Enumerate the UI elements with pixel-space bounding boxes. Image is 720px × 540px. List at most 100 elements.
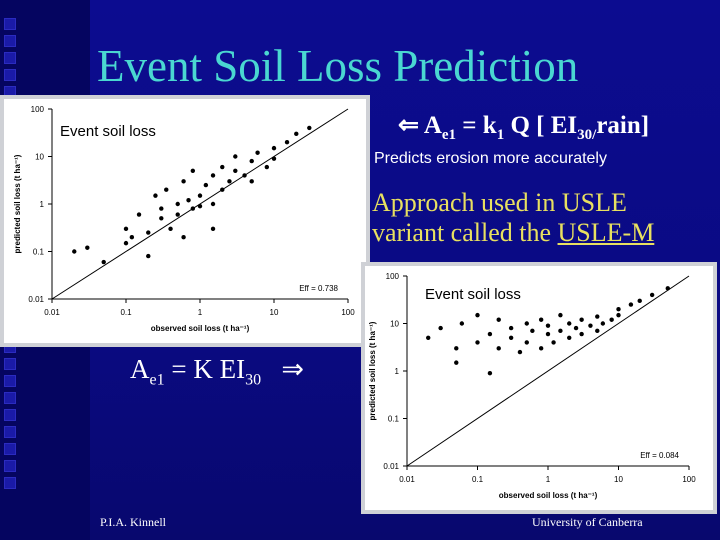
- efficiency-annotation: Eff = 0.084: [640, 451, 679, 460]
- data-point: [573, 325, 579, 331]
- x-tick-label: 0.01: [399, 475, 415, 484]
- data-point: [487, 370, 493, 376]
- x-tick-label: 0.01: [44, 308, 60, 317]
- data-point: [123, 226, 129, 232]
- x-tick-label: 100: [341, 308, 355, 317]
- y-tick-label: 1: [40, 200, 45, 209]
- data-point: [649, 292, 655, 298]
- data-point: [153, 193, 158, 198]
- y-tick-label: 0.01: [28, 295, 44, 304]
- data-point: [588, 323, 593, 328]
- y-tick-label: 0.01: [383, 462, 399, 471]
- x-tick-label: 0.1: [472, 475, 484, 484]
- data-point: [242, 173, 247, 178]
- data-point: [475, 312, 480, 318]
- data-point: [487, 331, 493, 337]
- data-point: [146, 253, 151, 259]
- data-point: [579, 317, 584, 322]
- data-point: [558, 328, 563, 334]
- data-point: [136, 212, 142, 217]
- data-point: [616, 307, 621, 312]
- data-point: [600, 321, 606, 326]
- data-point: [123, 240, 129, 246]
- decor-square: [4, 426, 16, 438]
- decor-square: [4, 69, 16, 81]
- data-point: [190, 168, 196, 173]
- chart-event-soil-loss-2: 0.01 0.1 1 10 100 0.01 0.1 1 10 100 observed soil …: [361, 262, 717, 514]
- data-point: [284, 140, 290, 145]
- data-point: [508, 335, 514, 340]
- y-tick-label: 10: [35, 153, 44, 162]
- data-point: [101, 259, 106, 265]
- approach-line-2: variant called the USLE-M: [372, 218, 655, 247]
- equation-ae1-usle: Ae1 = K EI30 ⇒: [130, 354, 304, 389]
- data-point: [524, 340, 529, 345]
- footer-institution: University of Canberra: [532, 515, 643, 529]
- data-point: [181, 179, 186, 184]
- decor-square: [4, 477, 16, 489]
- x-tick-label: 10: [614, 475, 623, 484]
- data-point: [159, 216, 164, 221]
- x-tick-label: 100: [682, 475, 696, 484]
- x-tick-label: 1: [198, 308, 203, 317]
- x-tick-label: 0.1: [120, 308, 132, 317]
- approach-text: Approach used in USLE variant called the…: [372, 188, 654, 248]
- scatter-plot-1: 0.01 0.1 1 10 100 0.01 0.1 1 10 100 observed soil …: [13, 105, 355, 333]
- data-point: [220, 187, 225, 192]
- data-point: [271, 145, 277, 151]
- data-point: [595, 328, 600, 334]
- data-point: [558, 312, 563, 318]
- decor-square: [4, 375, 16, 387]
- usle-m-link: USLE-M: [557, 218, 655, 247]
- slide-title: Event Soil Loss Prediction: [97, 41, 579, 91]
- y-tick-label: 100: [31, 105, 45, 114]
- equation-ae1-usle-m: ⇐ Ae1 = k1 Q [ EI30/rain]: [398, 112, 650, 143]
- data-point: [210, 173, 216, 178]
- data-point: [665, 286, 670, 291]
- data-point: [538, 317, 544, 322]
- predicts-text: Predicts erosion more accurately: [374, 150, 607, 167]
- data-point: [538, 346, 544, 351]
- data-point: [233, 168, 238, 173]
- y-axis-label: predicted soil loss (t ha⁻¹): [368, 321, 377, 420]
- data-point: [628, 302, 634, 307]
- data-point: [159, 206, 164, 211]
- data-point: [551, 340, 556, 345]
- y-tick-label: 1: [395, 367, 400, 376]
- data-point: [595, 314, 600, 319]
- data-point: [249, 158, 254, 164]
- data-point: [255, 150, 260, 155]
- y-axis-label: predicted soil loss (t ha⁻¹): [13, 154, 22, 253]
- data-point: [637, 298, 642, 304]
- x-tick-label: 1: [546, 475, 551, 484]
- data-point: [454, 346, 459, 351]
- decor-square: [4, 18, 16, 30]
- data-point: [454, 360, 459, 365]
- data-point: [210, 201, 216, 207]
- data-point: [475, 340, 480, 345]
- decor-square: [4, 35, 16, 47]
- data-point: [181, 235, 186, 240]
- data-point: [545, 331, 551, 337]
- data-point: [175, 201, 180, 207]
- data-point: [567, 335, 572, 340]
- y-tick-label: 100: [386, 272, 400, 281]
- scatter-plot-2: 0.01 0.1 1 10 100 0.01 0.1 1 10 100 observed soil …: [368, 272, 696, 500]
- data-point: [164, 187, 169, 192]
- data-point: [220, 164, 225, 170]
- data-point: [496, 346, 501, 351]
- data-point: [307, 125, 312, 131]
- data-point: [233, 154, 238, 159]
- data-point: [249, 179, 254, 184]
- data-point: [175, 212, 180, 217]
- data-point: [609, 317, 614, 322]
- data-point: [459, 321, 465, 326]
- data-point: [210, 226, 216, 232]
- x-axis-label: observed soil loss (t ha⁻¹): [499, 491, 598, 500]
- approach-line-1: Approach used in USLE: [372, 188, 627, 217]
- data-point: [579, 331, 584, 337]
- data-point: [438, 325, 443, 331]
- y-tick-label: 0.1: [388, 415, 400, 424]
- data-point: [530, 328, 535, 334]
- decor-square: [4, 409, 16, 421]
